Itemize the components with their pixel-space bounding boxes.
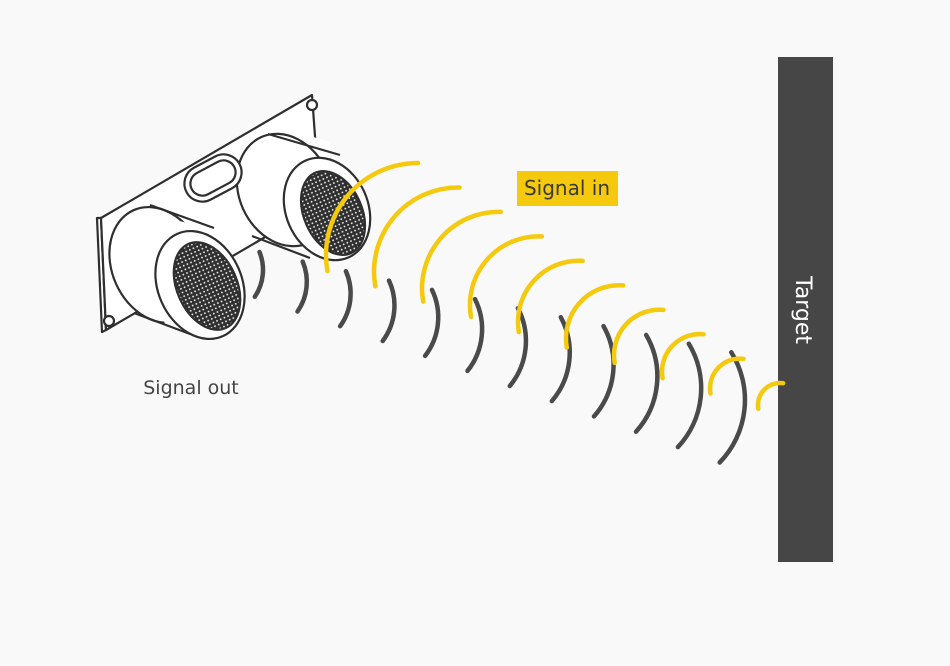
transmitter-mesh [172, 241, 242, 331]
oscillator [183, 153, 243, 203]
ultrasonic-sensor [95, 93, 372, 341]
transmitter-edge [133, 311, 191, 336]
outgoing-wave-arc [591, 323, 616, 419]
receiver-edge [267, 132, 341, 157]
incoming-wave-arc [323, 160, 421, 274]
outgoing-wave-arc [252, 249, 266, 300]
outgoing-wave-arc [633, 332, 660, 434]
outgoing-wave-arc [295, 259, 310, 314]
outgoing-wave-arc [337, 268, 353, 329]
signal-out-label: Signal out [143, 377, 239, 399]
incoming-wave-arc [659, 331, 706, 381]
receiver-edge [251, 234, 311, 260]
incoming-wave-arc [707, 356, 746, 396]
target-bar [778, 57, 833, 562]
outgoing-wave-arc [507, 305, 529, 389]
outgoing-wave-arc [549, 314, 572, 404]
outgoing-wave-arc [717, 350, 748, 465]
outgoing-wave-arc [675, 341, 704, 450]
incoming-wave-arc [371, 185, 462, 289]
outgoing-wave-arc [465, 296, 485, 374]
incoming-waves [323, 160, 786, 412]
incoming-wave-arc [467, 234, 545, 320]
outgoing-wave-arc [422, 287, 441, 359]
mounting-hole [305, 98, 319, 112]
incoming-wave-arc [755, 380, 786, 412]
incoming-wave-arc [563, 283, 626, 350]
outgoing-wave-arc [380, 278, 397, 344]
incoming-wave-arc [611, 307, 666, 366]
transmitter-edge [149, 203, 215, 230]
outgoing-waves [252, 249, 748, 465]
signal-in-label: Signal in [524, 176, 610, 200]
incoming-wave-arc [419, 209, 504, 304]
signal-in-highlight [517, 171, 618, 206]
mounting-hole [102, 314, 116, 328]
target-label: Target [790, 275, 815, 344]
incoming-wave-arc [515, 258, 585, 335]
